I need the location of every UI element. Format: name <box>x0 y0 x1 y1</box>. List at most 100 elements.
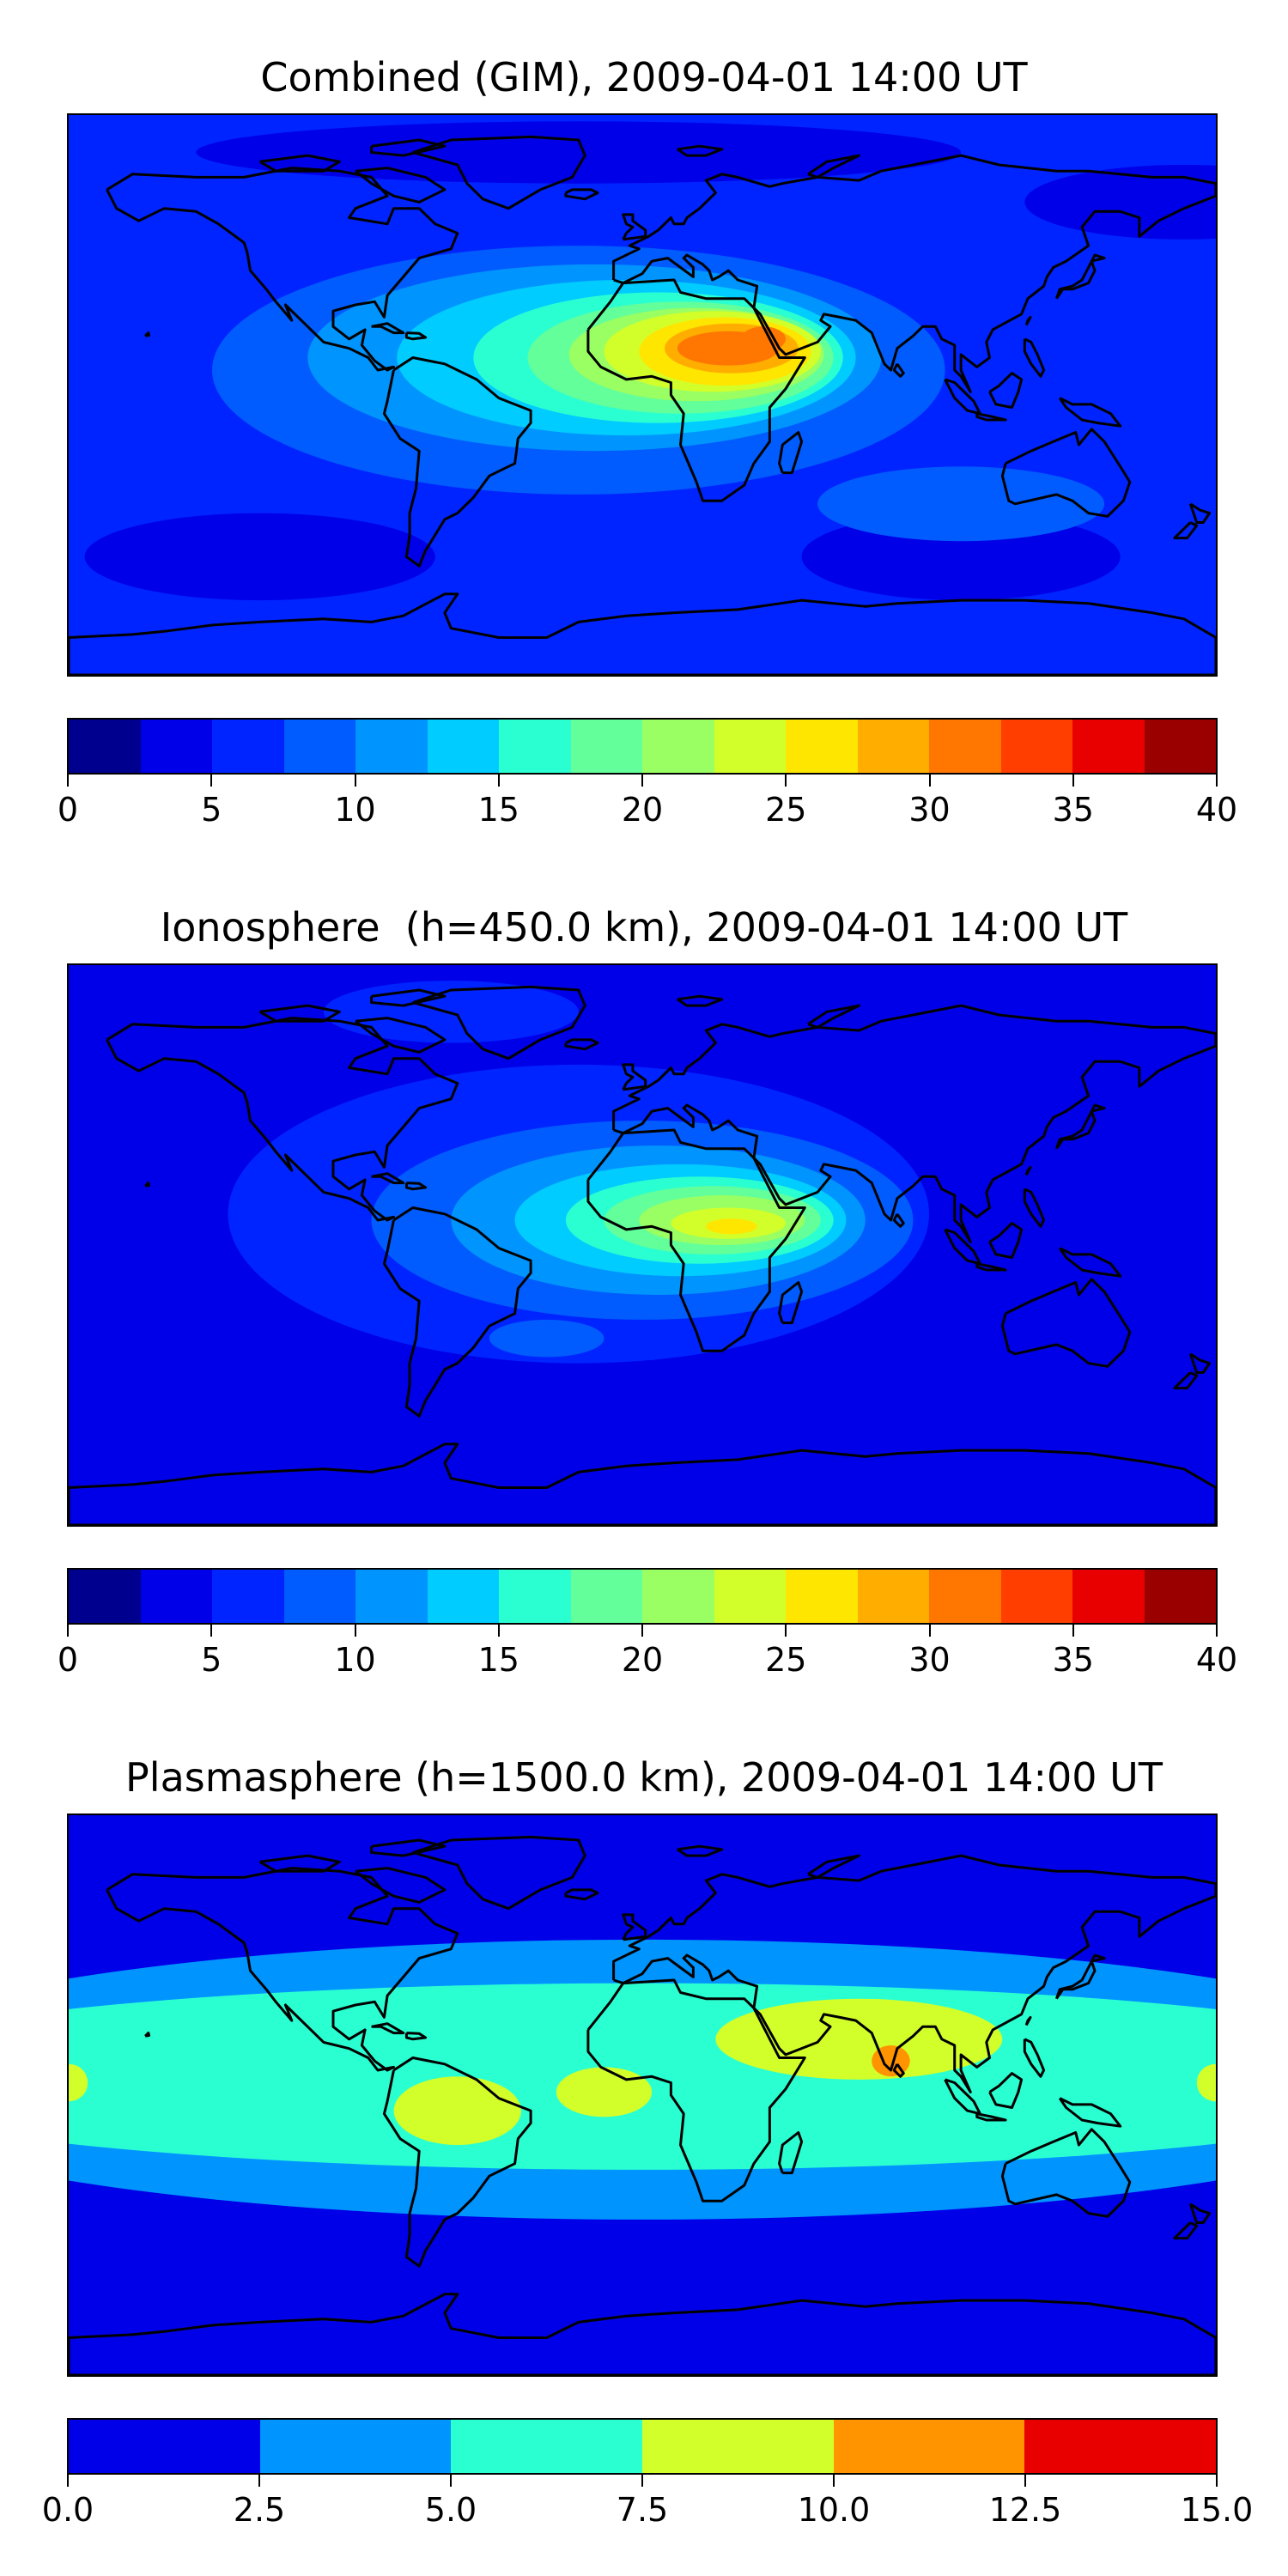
coastline <box>1058 1247 1122 1278</box>
colorbar-segment <box>857 720 929 773</box>
colorbar-tick-label: 35 <box>1052 1641 1094 1679</box>
colorbar-ticks-combined: 0 5 10 15 20 25 30 35 40 <box>58 775 1237 835</box>
colorbar-tick-label: 15 <box>477 1641 519 1679</box>
map-plasmasphere <box>67 1814 1218 2377</box>
colorbar-segment <box>1000 1570 1072 1623</box>
colorbar-tick <box>450 2475 452 2487</box>
coastline <box>988 1222 1024 1259</box>
coastline <box>1000 1278 1132 1368</box>
colorbar-tick-label: 25 <box>765 791 807 829</box>
colorbar-segment <box>69 720 141 773</box>
coastline <box>622 1063 647 1091</box>
coastline <box>258 154 341 173</box>
colorbar-segment <box>451 2420 643 2473</box>
coastline <box>1188 502 1212 524</box>
coastline <box>404 331 428 341</box>
colorbar-segment <box>1144 720 1216 773</box>
colorbar-tick-label: 40 <box>1195 791 1238 829</box>
colorbar-segment <box>140 720 212 773</box>
colorbar-segment <box>283 720 355 773</box>
coastline <box>988 2072 1024 2109</box>
colorbar-tick <box>210 775 213 787</box>
colorbar-segment <box>259 2420 452 2473</box>
coastline <box>370 1838 447 1857</box>
coastline <box>586 278 806 502</box>
coastline <box>586 1128 806 1352</box>
coastline <box>612 154 1216 393</box>
colorbar-tick <box>67 2475 69 2487</box>
colorbar-segment <box>212 1570 284 1623</box>
colorbar-tick <box>641 775 643 787</box>
colorbar-segment <box>1024 2420 1217 2473</box>
contour-region <box>556 2067 653 2117</box>
colorbar-tick-label: 5 <box>201 1641 222 1679</box>
coastline <box>1024 1165 1032 1176</box>
colorbar-segment <box>212 720 284 773</box>
colorbar-tick <box>1216 1625 1218 1637</box>
colorbar-tick-label: 12.5 <box>988 2491 1062 2529</box>
colorbar-tick-label: 30 <box>908 1641 951 1679</box>
colorbar-tick <box>497 775 500 787</box>
contour-region <box>741 326 786 352</box>
colorbar-tick <box>1216 2475 1218 2487</box>
coastline <box>371 322 405 335</box>
colorbar-segment <box>355 1570 428 1623</box>
colorbar-tick <box>67 1625 69 1637</box>
coastline <box>1188 2202 1212 2224</box>
coastline <box>1054 253 1106 300</box>
coastline <box>1058 397 1122 428</box>
coastline <box>404 1182 428 1191</box>
coastline <box>892 362 905 378</box>
coastline <box>144 2032 150 2038</box>
coastline <box>807 1004 860 1029</box>
coastline <box>1188 1352 1212 1374</box>
coastline <box>612 1004 1216 1243</box>
coastline <box>1000 428 1132 518</box>
colorbar-tick-label: 0.0 <box>41 2491 94 2529</box>
coastline <box>1054 1103 1106 1150</box>
colorbar-tick-label: 15.0 <box>1180 2491 1254 2529</box>
colorbar-tick-label: 10 <box>334 1641 376 1679</box>
contour-region <box>817 466 1105 542</box>
colorbar-tick-label: 5 <box>201 791 222 829</box>
coastline <box>1023 2038 1046 2078</box>
coastline <box>69 592 1216 675</box>
colorbar-segment <box>499 720 571 773</box>
colorbar-segment <box>714 1570 786 1623</box>
colorbar-tick <box>210 1625 213 1637</box>
contour-region <box>706 1218 757 1235</box>
coastline <box>412 985 586 1060</box>
coastline <box>106 167 459 372</box>
colorbar-tick-label: 2.5 <box>233 2491 286 2529</box>
coastline <box>1173 521 1199 540</box>
coastline <box>258 1004 341 1023</box>
coastline <box>355 167 447 204</box>
colorbar-segment <box>69 2420 260 2473</box>
colorbar-tick <box>928 1625 931 1637</box>
colorbar-segment <box>929 1570 1001 1623</box>
panel-title-combined: Combined (GIM), 2009-04-01 14:00 UT <box>260 54 1028 100</box>
contour-region <box>715 1998 1003 2080</box>
coastline <box>144 331 150 337</box>
coastline <box>988 372 1024 409</box>
coastlines <box>69 985 1216 1525</box>
coastline <box>382 356 532 568</box>
colorbar-tick-label: 30 <box>908 791 951 829</box>
contour-region <box>323 981 579 1043</box>
colorbar-tick <box>1024 2475 1026 2487</box>
colorbar-segment <box>499 1570 571 1623</box>
colorbar-tick <box>1072 1625 1074 1637</box>
coastline <box>807 1854 860 1879</box>
colorbar-segment <box>642 1570 714 1623</box>
colorbar-ionosphere <box>67 1568 1218 1625</box>
colorbar-tick <box>785 1625 787 1637</box>
coastline <box>1024 315 1032 326</box>
contour-region <box>393 2076 521 2145</box>
coastline <box>382 1206 532 1418</box>
colorbar-segment <box>69 1570 141 1623</box>
panel-title-plasmasphere: Plasmasphere (h=1500.0 km), 2009-04-01 1… <box>125 1754 1163 1801</box>
colorbar-segment <box>642 720 714 773</box>
coastline <box>807 154 860 179</box>
coastline <box>382 2057 532 2268</box>
coastline <box>69 2293 1216 2375</box>
